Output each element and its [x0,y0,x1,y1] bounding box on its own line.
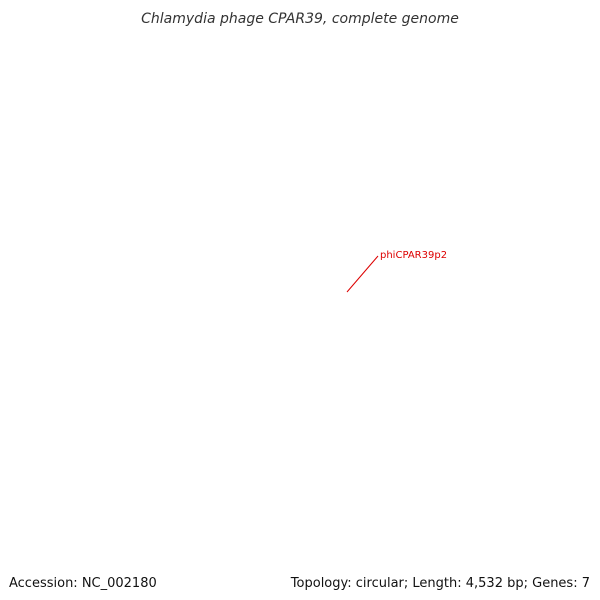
gene-label-leader [346,255,379,293]
map-title: Chlamydia phage CPAR39, complete genome [141,11,459,27]
genome-summary-text: Topology: circular; Length: 4,532 bp; Ge… [290,576,590,591]
gene-label[interactable]: phiCPAR39p2 [380,250,447,261]
accession-text: Accession: NC_002180 [9,576,157,591]
